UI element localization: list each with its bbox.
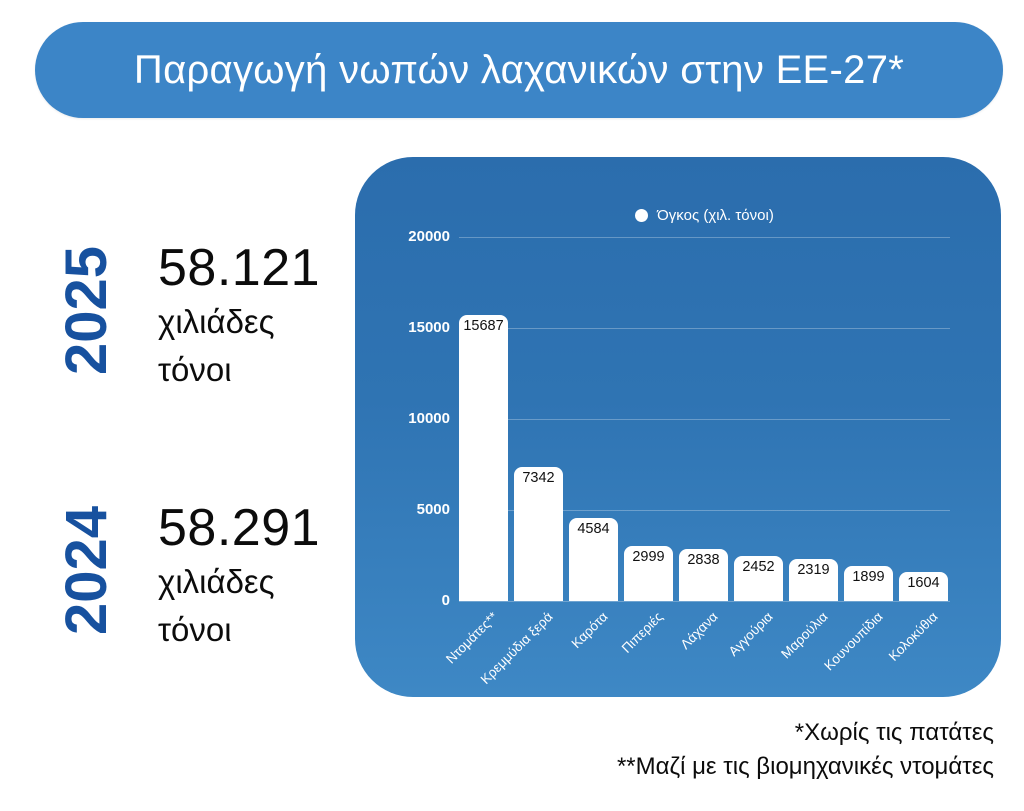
year-2024-stats: 58.291 χιλιάδες τόνοι — [158, 498, 320, 654]
footnotes: *Χωρίς τις πατάτες **Μαζί με τις βιομηχα… — [617, 716, 994, 784]
x-axis-label-Μαρούλια: Μαρούλια — [777, 609, 831, 662]
bar-Μαρούλια: 2319 — [789, 559, 838, 601]
bar-value-label: 2838 — [687, 552, 720, 568]
footnote-1: *Χωρίς τις πατάτες — [794, 719, 994, 746]
bar-Λάχανα: 2838 — [679, 549, 728, 601]
x-axis-label-Κουνουπίδια: Κουνουπίδια — [820, 609, 886, 674]
bar-Κρεμμύδια ξερά: 7342 — [514, 467, 563, 601]
year-2024-label-wrap: 2024 — [54, 504, 120, 636]
year-2024-unit-2: τόνοι — [158, 611, 232, 648]
bar-value-label: 1604 — [907, 575, 940, 591]
y-axis-tick-5000: 5000 — [416, 501, 450, 518]
gridline-20000 — [459, 237, 950, 238]
footnote-2: **Μαζί με τις βιομηχανικές ντομάτες — [616, 753, 994, 780]
bar-Κουνουπίδια: 1899 — [844, 566, 893, 601]
year-2024-unit-1: χιλιάδες — [158, 563, 275, 600]
bar-Καρότα: 4584 — [569, 518, 618, 601]
bar-value-label: 15687 — [463, 318, 504, 334]
x-axis-label-Πιπεριές: Πιπεριές — [618, 609, 666, 656]
y-axis-tick-10000: 10000 — [408, 410, 450, 427]
year-2025-unit-2: τόνοι — [158, 351, 232, 388]
bar-value-label: 7342 — [522, 470, 555, 486]
year-2025-value: 58.121 — [158, 239, 321, 297]
year-2025-label: 2025 — [54, 245, 120, 375]
bar-value-label: 2452 — [742, 559, 775, 575]
bar-value-label: 2319 — [797, 562, 830, 578]
x-axis-label-Κρεμμύδια ξερά: Κρεμμύδια ξερά — [477, 609, 556, 687]
x-axis-label-Κολοκύθια: Κολοκύθια — [885, 609, 941, 664]
gridline-15000 — [459, 328, 950, 329]
year-2024-value: 58.291 — [158, 499, 321, 557]
bar-Αγγούρια: 2452 — [734, 556, 783, 601]
chart-panel: Όγκος (χιλ. τόνοι) 0 5000 10000 15000 20000 1… — [355, 157, 1001, 697]
bar-Πιπεριές: 2999 — [624, 546, 673, 601]
gridline-5000 — [459, 510, 950, 511]
gridline-0 — [459, 601, 950, 602]
y-axis-tick-15000: 15000 — [408, 319, 450, 336]
chart-legend: Όγκος (χιλ. τόνοι) — [459, 203, 950, 227]
year-2024-label: 2024 — [54, 505, 120, 635]
bar-value-label: 4584 — [577, 521, 610, 537]
bar-value-label: 1899 — [852, 569, 885, 585]
bar-Κολοκύθια: 1604 — [899, 572, 948, 601]
year-2025-stats: 58.121 χιλιάδες τόνοι — [158, 238, 320, 394]
page-title: Παραγωγή νωπών λαχανικών στην ΕΕ-27* — [133, 47, 905, 92]
title-banner: Παραγωγή νωπών λαχανικών στην ΕΕ-27* — [35, 22, 1003, 118]
bar-Ντομάτες**: 15687 — [459, 315, 508, 601]
x-axis-label-Λάχανα: Λάχανα — [677, 609, 721, 653]
legend-label: Όγκος (χιλ. τόνοι) — [657, 206, 774, 224]
year-2025-unit-1: χιλιάδες — [158, 303, 275, 340]
year-2025-label-wrap: 2025 — [54, 244, 120, 376]
y-axis-tick-20000: 20000 — [408, 228, 450, 245]
x-axis-label-Ντομάτες**: Ντομάτες** — [442, 609, 501, 667]
y-axis-tick-0: 0 — [441, 592, 450, 609]
x-axis-label-Αγγούρια: Αγγούρια — [725, 609, 776, 659]
bar-value-label: 2999 — [632, 549, 665, 565]
legend-dot-icon — [635, 208, 649, 222]
x-axis-label-Καρότα: Καρότα — [567, 609, 611, 652]
gridline-10000 — [459, 419, 950, 420]
